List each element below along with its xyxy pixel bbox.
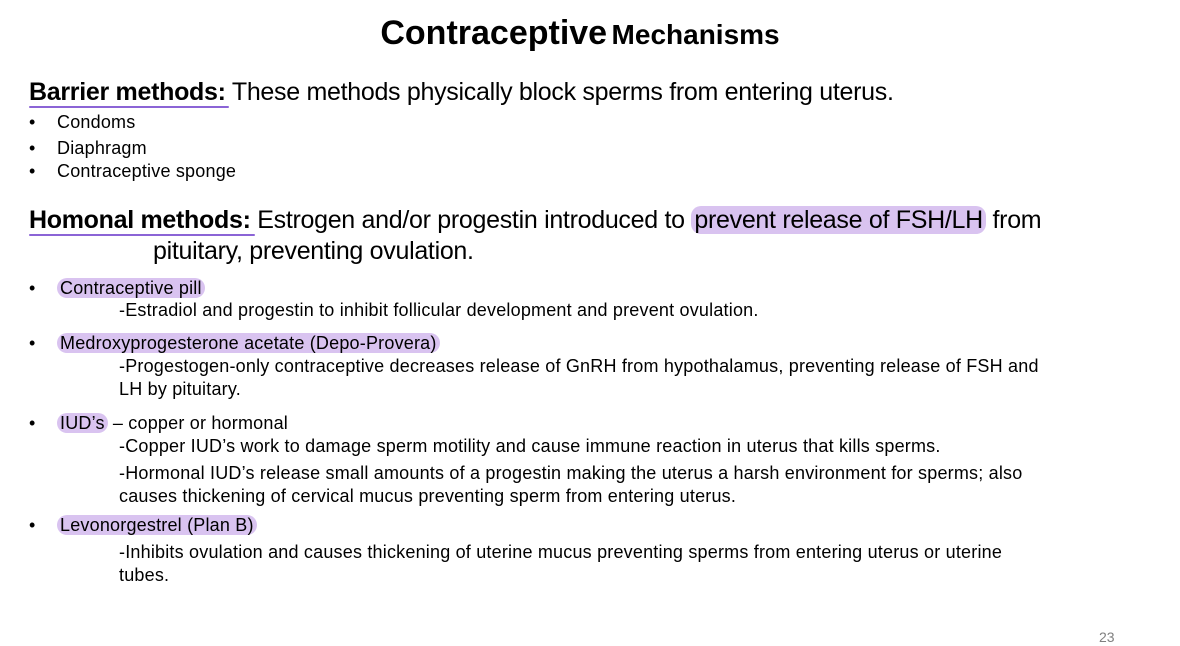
method-label: Levonorgestrel (Plan B) <box>57 515 257 535</box>
barrier-heading: Barrier methods: These methods physicall… <box>29 78 894 107</box>
method-description: -Progestogen-only contraceptive decrease… <box>119 356 1039 376</box>
bullet: • <box>29 413 36 433</box>
barrier-list-item: • Diaphragm <box>29 138 147 159</box>
method-label: Medroxyprogesterone acetate (Depo-Prover… <box>57 333 440 353</box>
method-description: -Inhibits ovulation and causes thickenin… <box>119 542 1003 562</box>
method-label-suffix: – copper or hormonal <box>112 413 288 433</box>
barrier-text: These methods physically block sperms fr… <box>231 78 894 106</box>
barrier-underline <box>29 106 229 108</box>
method-description: -Estradiol and progestin to inhibit foll… <box>119 300 759 320</box>
hormonal-text-line2: pituitary, preventing ovulation. <box>153 237 474 265</box>
barrier-label: Barrier methods: <box>29 78 226 106</box>
barrier-list-item: • Contraceptive sponge <box>29 161 236 182</box>
title-part1: Contraceptive <box>380 14 608 52</box>
method-list-item: • IUD’s – copper or hormonal <box>29 413 288 434</box>
method-list-item: • Medroxyprogesterone acetate (Depo-Prove… <box>29 333 440 354</box>
method-label: IUD’s <box>57 413 108 433</box>
method-description: -Copper IUD’s work to damage sperm motil… <box>119 436 941 456</box>
hormonal-underline <box>29 234 255 236</box>
method-label: Contraceptive pill <box>57 278 205 298</box>
method-list-item: • Contraceptive pill <box>29 278 205 299</box>
barrier-item-text: Diaphragm <box>57 138 147 158</box>
bullet: • <box>29 278 36 298</box>
hormonal-text-pre: Estrogen and/or progestin introduced to <box>257 206 685 234</box>
method-description: LH by pituitary. <box>119 379 241 399</box>
barrier-item-text: Contraceptive sponge <box>57 161 237 181</box>
method-description: causes thickening of cervical mucus prev… <box>119 486 737 506</box>
method-description: tubes. <box>119 565 170 585</box>
bullet: • <box>29 333 36 353</box>
bullet: • <box>29 515 36 535</box>
method-list-item: • Levonorgestrel (Plan B) <box>29 515 257 536</box>
hormonal-text-post: from <box>992 206 1042 234</box>
hormonal-heading: Homonal methods: Estrogen and/or progest… <box>29 206 1042 235</box>
bullet: • <box>29 161 36 181</box>
slide-title: Contraceptive Mechanisms <box>0 14 1160 53</box>
page-number: 23 <box>1099 629 1115 645</box>
bullet: • <box>29 112 36 132</box>
hormonal-text-highlight: prevent release of FSH/LH <box>691 206 986 234</box>
title-part2: Mechanisms <box>611 19 780 50</box>
barrier-list-item: • Condoms <box>29 112 135 133</box>
method-description: -Hormonal IUD’s release small amounts of… <box>119 463 1023 483</box>
bullet: • <box>29 138 36 158</box>
hormonal-label: Homonal methods: <box>29 206 251 234</box>
barrier-item-text: Condoms <box>57 112 136 132</box>
